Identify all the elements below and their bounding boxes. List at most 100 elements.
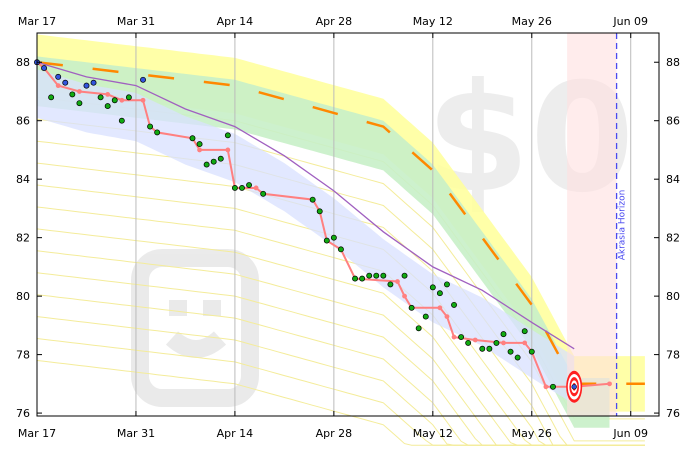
moving-average-line <box>36 61 575 350</box>
datapoint <box>507 348 514 355</box>
datapoint <box>458 334 465 341</box>
datapoint <box>62 79 69 86</box>
datapoint <box>154 129 161 136</box>
datapoint <box>90 79 97 86</box>
datapoint <box>528 348 535 355</box>
datapoint <box>451 301 457 308</box>
datapoint <box>380 272 387 279</box>
x-tick-label: Apr 28 <box>316 427 353 440</box>
y-tick-label: 88 <box>666 56 680 69</box>
y-tick-label: 88 <box>16 56 30 69</box>
plot-frame <box>36 32 660 417</box>
datapoint <box>521 328 528 335</box>
datapoint <box>500 331 507 338</box>
y-axis-right: 76 78 80 82 84 86 88 <box>654 56 680 420</box>
datapoint <box>260 190 267 197</box>
y-tick-label: 82 <box>666 232 680 245</box>
datapoint <box>224 132 231 139</box>
y-tick-label: 86 <box>666 115 680 128</box>
akrasia-horizon: Akrasia Horizon <box>615 33 628 416</box>
datapoint <box>147 123 154 130</box>
datapoint <box>203 161 210 168</box>
target <box>566 370 583 403</box>
datapoint <box>479 345 486 352</box>
x-tick-label: May 12 <box>413 15 453 28</box>
datapoint <box>111 97 118 104</box>
y-tick-label: 84 <box>666 173 680 186</box>
x-tick-label: Mar 17 <box>18 15 56 28</box>
datapoint <box>196 141 203 148</box>
y-tick-label: 80 <box>666 290 680 303</box>
datapoint <box>514 354 521 361</box>
step-marker <box>472 337 478 343</box>
y-tick-label: 84 <box>16 173 30 186</box>
step-marker <box>444 314 450 319</box>
datapoint <box>444 281 450 288</box>
x-tick-label: May 12 <box>413 427 453 440</box>
datapoint <box>104 103 111 110</box>
horizon-zone <box>567 33 617 416</box>
step-marker <box>77 89 82 94</box>
step-marker <box>522 340 528 346</box>
datapoint <box>231 185 238 191</box>
step-marker <box>395 279 400 284</box>
datapoint <box>69 91 76 98</box>
datapoint <box>140 76 146 83</box>
datapoint <box>55 73 62 80</box>
step-marker <box>119 97 125 103</box>
datapoint <box>550 383 556 390</box>
y-tick-label: 78 <box>16 349 30 362</box>
datapoint <box>401 272 408 279</box>
moving-average <box>36 61 575 350</box>
y-tick-label: 80 <box>16 290 30 303</box>
datapoints <box>34 59 578 390</box>
target-point <box>571 384 577 390</box>
y-tick-label: 76 <box>16 407 30 420</box>
x-axis: Mar 17 Mar 17 Mar 31 Mar 31 Apr 14 Apr 14 Apr … <box>18 15 648 440</box>
smiley-icon <box>131 249 259 407</box>
x-tick-label: Mar 31 <box>117 15 155 28</box>
step-marker <box>437 305 443 311</box>
datapoint <box>422 313 429 320</box>
datapoint <box>366 272 373 279</box>
datapoint <box>316 208 323 215</box>
datapoint <box>97 94 104 101</box>
datapoint <box>118 117 125 124</box>
x-tick-label: May 26 <box>512 427 552 440</box>
y-tick-label: 78 <box>666 349 680 362</box>
x-tick-label: Jun 09 <box>612 15 648 28</box>
datapoint <box>239 185 245 191</box>
datapoint <box>359 275 366 282</box>
step-marker <box>197 147 202 153</box>
step-marker <box>253 185 259 191</box>
datapoint <box>217 155 224 162</box>
datapoint <box>189 135 196 142</box>
step-marker <box>140 97 146 103</box>
step-marker <box>225 147 231 153</box>
datapoint <box>48 94 55 101</box>
datapoint <box>210 158 217 165</box>
akrasia-horizon-label: Akrasia Horizon <box>618 190 628 261</box>
datapoint <box>76 100 83 107</box>
step-marker <box>501 340 506 346</box>
frame <box>36 32 660 417</box>
datapoint <box>323 237 330 244</box>
x-tick-label: Apr 14 <box>217 427 254 440</box>
x-tick-label: Jun 09 <box>612 427 648 440</box>
datapoint <box>436 290 443 297</box>
datapoint <box>246 182 252 188</box>
datapoint <box>465 339 472 346</box>
step-marker <box>451 334 457 340</box>
datapoint <box>41 65 48 72</box>
datapoint <box>408 304 415 311</box>
datapoint <box>309 196 316 203</box>
x-tick-label: Apr 28 <box>316 15 353 28</box>
datapoint <box>493 339 500 346</box>
step-marker <box>105 91 111 97</box>
datapoint <box>337 246 344 253</box>
step-marker <box>402 293 407 299</box>
datapoint <box>125 94 132 101</box>
y-tick-label: 76 <box>666 407 680 420</box>
fan-line <box>36 140 645 446</box>
x-tick-label: Apr 14 <box>217 15 254 28</box>
